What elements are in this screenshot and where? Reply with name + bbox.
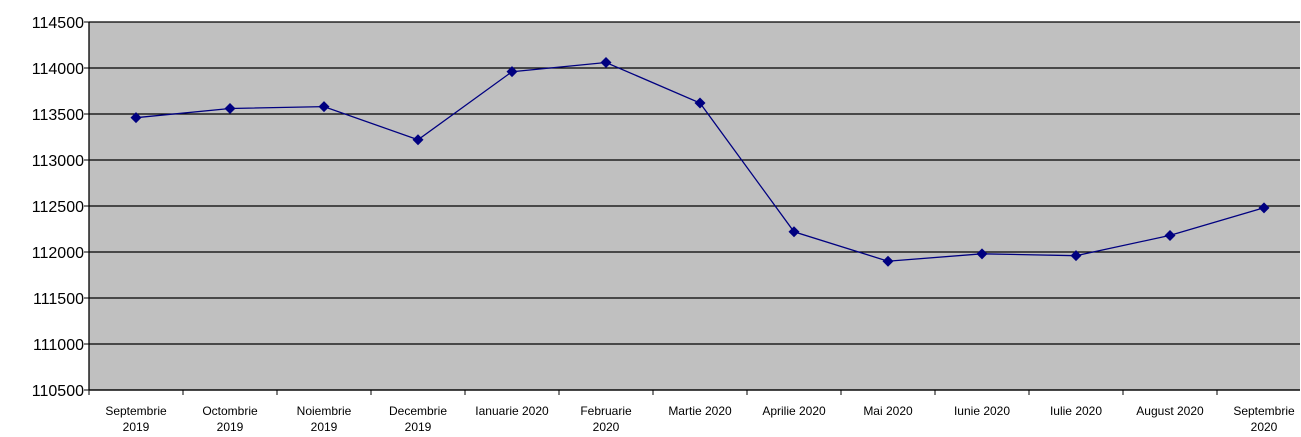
x-tick-label: Decembrie 2019 [389, 404, 447, 434]
y-tick-label: 112500 [32, 199, 84, 216]
data-point-marker [318, 101, 330, 113]
x-tick-label-line: 2019 [311, 420, 338, 434]
data-point-marker [412, 134, 424, 146]
x-tick-label-line: Iunie 2020 [954, 404, 1010, 418]
data-series [130, 56, 1270, 267]
data-point-marker [1070, 250, 1082, 262]
y-axis-tick-labels: 110500 111000 111500 112000 112500 113000 1135… [32, 15, 84, 400]
x-tick-label-line: Ianuarie 2020 [475, 404, 549, 418]
x-tick-label-line: Martie 2020 [668, 404, 732, 418]
x-tick-label: Iulie 2020 [1050, 404, 1102, 418]
x-tick-label: Septembrie 2020 [1233, 404, 1295, 434]
x-tick-label-line: 2020 [593, 420, 620, 434]
y-tick-label: 111500 [33, 291, 84, 308]
y-tick-label: 112000 [32, 245, 84, 262]
x-tick-label: Aprilie 2020 [762, 404, 826, 418]
data-point-marker [694, 97, 706, 109]
data-point-marker [882, 255, 894, 267]
y-tick-label: 110500 [32, 383, 84, 400]
y-tick-label: 114000 [32, 61, 84, 78]
x-tick-label-line: Octombrie [202, 404, 258, 418]
x-tick-label: Iunie 2020 [954, 404, 1010, 418]
data-point-marker [976, 248, 988, 260]
y-tick-label: 113500 [32, 107, 84, 124]
data-point-marker [130, 112, 142, 124]
x-tick-label-line: Septembrie [1233, 404, 1295, 418]
x-tick-label: Noiembrie 2019 [297, 404, 352, 434]
x-tick-label-line: Februarie [580, 404, 632, 418]
data-point-marker [506, 66, 518, 78]
x-axis-tick-labels: Septembrie 2019 Octombrie 2019 Noiembrie 2019… [105, 404, 1295, 434]
x-tick-label: Ianuarie 2020 [475, 404, 549, 418]
x-tick-label: Septembrie 2019 [105, 404, 167, 434]
x-tick-label-line: Noiembrie [297, 404, 352, 418]
x-tick-label-line: 2019 [405, 420, 432, 434]
data-point-marker [224, 102, 236, 114]
x-tick-label: August 2020 [1136, 404, 1204, 418]
x-tick-label-line: 2020 [1251, 420, 1278, 434]
x-tick-label-line: Iulie 2020 [1050, 404, 1102, 418]
data-point-marker [600, 56, 612, 68]
x-tick-label-line: Decembrie [389, 404, 447, 418]
data-point-marker [788, 226, 800, 238]
x-tick-label-line: 2019 [123, 420, 150, 434]
x-tick-label-line: Septembrie [105, 404, 167, 418]
x-tick-label-line: Mai 2020 [863, 404, 913, 418]
x-tick-label-line: August 2020 [1136, 404, 1204, 418]
x-tick-label-line: 2019 [217, 420, 244, 434]
data-point-marker [1164, 229, 1176, 241]
y-tick-label: 114500 [32, 15, 84, 32]
x-tick-label: Octombrie 2019 [202, 404, 258, 434]
y-tick-label: 111000 [33, 337, 84, 354]
x-tick-label: Mai 2020 [863, 404, 913, 418]
axes [88, 22, 1300, 395]
x-tick-label-line: Aprilie 2020 [762, 404, 826, 418]
y-tick-label: 113000 [32, 153, 84, 170]
x-tick-label: Februarie 2020 [580, 404, 632, 434]
data-point-marker [1258, 202, 1270, 214]
x-tick-label: Martie 2020 [668, 404, 732, 418]
